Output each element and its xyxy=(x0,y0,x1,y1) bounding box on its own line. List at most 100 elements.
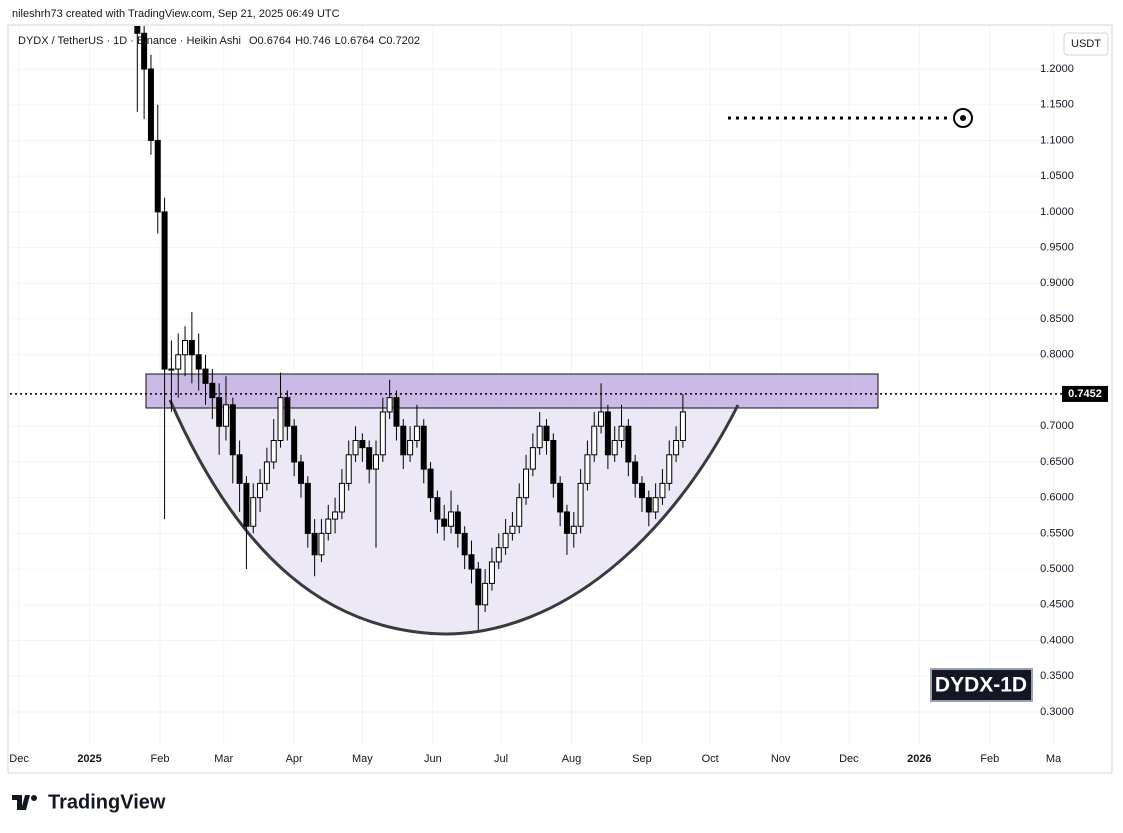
candle-body xyxy=(257,482,264,499)
candle-body xyxy=(332,511,339,520)
candle-body xyxy=(577,482,584,527)
legend-field-label: C xyxy=(378,35,386,47)
legend-field-value: 0.7202 xyxy=(386,35,420,47)
candle-body xyxy=(502,532,509,549)
currency-box[interactable] xyxy=(1063,32,1109,56)
candle-body xyxy=(543,425,550,442)
candle-body xyxy=(563,511,570,534)
x-tick-label: Jun xyxy=(424,753,442,765)
candle-body xyxy=(373,454,380,470)
x-tick-label: Feb xyxy=(980,753,999,765)
candle-body xyxy=(400,425,407,456)
y-tick-label: 0.3000 xyxy=(1040,706,1074,718)
candle-body xyxy=(420,425,427,470)
legend-field-label: H xyxy=(295,35,303,47)
candle-body xyxy=(638,482,645,499)
y-tick-label: 0.9500 xyxy=(1040,242,1074,254)
legend-field-label: L xyxy=(335,35,341,47)
candle-body xyxy=(448,511,455,527)
candle-body xyxy=(413,425,420,442)
candle-body xyxy=(495,547,502,563)
candle-body xyxy=(673,440,680,456)
legend-symbol: DYDX / TetherUS · 1D · Binance · Heikin … xyxy=(18,35,241,47)
candle-body xyxy=(666,454,673,484)
x-tick-label: Oct xyxy=(702,753,719,765)
candle-body xyxy=(645,497,652,513)
candle-body xyxy=(454,511,461,534)
candle-body xyxy=(154,139,161,213)
candle-body xyxy=(482,582,489,606)
candle-body xyxy=(570,525,577,534)
candle-body xyxy=(550,440,557,484)
candle-body xyxy=(488,561,495,584)
candle-body xyxy=(291,425,298,463)
y-tick-label: 0.9000 xyxy=(1040,277,1074,289)
y-tick-label: 0.5500 xyxy=(1040,527,1074,539)
candle-body xyxy=(243,482,250,527)
candle-body xyxy=(652,497,659,513)
candle-body xyxy=(441,518,448,527)
candle-body xyxy=(536,425,543,449)
y-tick-label: 0.8500 xyxy=(1040,313,1074,325)
candle-body xyxy=(284,397,291,427)
candle-body xyxy=(529,447,536,470)
candle-body xyxy=(584,454,591,484)
x-tick-label: Apr xyxy=(286,753,303,765)
candle-body xyxy=(434,497,441,520)
candle-body xyxy=(393,397,400,427)
x-tick-label: 2026 xyxy=(907,753,931,765)
legend-field-value: 0.746 xyxy=(303,35,331,47)
candle-body xyxy=(161,211,168,370)
y-tick-label: 1.0500 xyxy=(1040,170,1074,182)
y-tick-label: 1.2000 xyxy=(1040,63,1074,75)
y-tick-label: 1.0000 xyxy=(1040,206,1074,218)
candle-body xyxy=(516,497,523,527)
candle-body xyxy=(134,26,141,34)
y-tick-label: 0.8000 xyxy=(1040,349,1074,361)
y-tick-label: 0.6500 xyxy=(1040,456,1074,468)
candle-body xyxy=(318,532,325,556)
resistance-zone xyxy=(145,373,879,409)
candle-body xyxy=(604,411,611,456)
candle-body xyxy=(461,532,468,556)
candle-body xyxy=(297,461,304,484)
y-tick-label: 0.6000 xyxy=(1040,492,1074,504)
brand-logo xyxy=(12,795,37,810)
candle-body xyxy=(618,425,625,442)
candle-body xyxy=(216,397,223,427)
candle-body xyxy=(263,461,270,484)
y-tick-label: 0.7000 xyxy=(1040,420,1074,432)
cup-curve xyxy=(168,399,740,636)
candle-body xyxy=(611,440,618,456)
x-tick-label: Aug xyxy=(562,753,582,765)
candle-body xyxy=(509,525,516,534)
candle-body xyxy=(407,440,414,456)
candle-body xyxy=(386,397,393,413)
currency: USDT xyxy=(1071,38,1101,50)
candle-body xyxy=(209,382,216,399)
candle-body xyxy=(195,354,202,370)
last-price-box xyxy=(1062,385,1108,402)
candle-body xyxy=(236,454,243,484)
x-tick-label: May xyxy=(352,753,373,765)
candle-body xyxy=(591,425,598,456)
candle-body xyxy=(427,468,434,499)
legend-field-value: 0.6764 xyxy=(258,35,292,47)
candle-body xyxy=(345,454,352,484)
candle-body xyxy=(379,411,386,456)
x-tick-label: 2025 xyxy=(77,753,101,765)
candle-body xyxy=(182,339,189,356)
candle-body xyxy=(304,482,311,534)
y-tick-label: 0.3500 xyxy=(1040,670,1074,682)
candle-body xyxy=(598,411,605,427)
candle-body xyxy=(625,425,632,463)
legend-field-label: O xyxy=(249,35,258,47)
brand: TradingView xyxy=(48,791,166,813)
candle-body xyxy=(277,397,284,442)
candle-body xyxy=(366,447,373,470)
candle-body xyxy=(338,482,345,513)
badge: DYDX-1D xyxy=(935,674,1027,697)
y-tick-label: 0.4500 xyxy=(1040,599,1074,611)
